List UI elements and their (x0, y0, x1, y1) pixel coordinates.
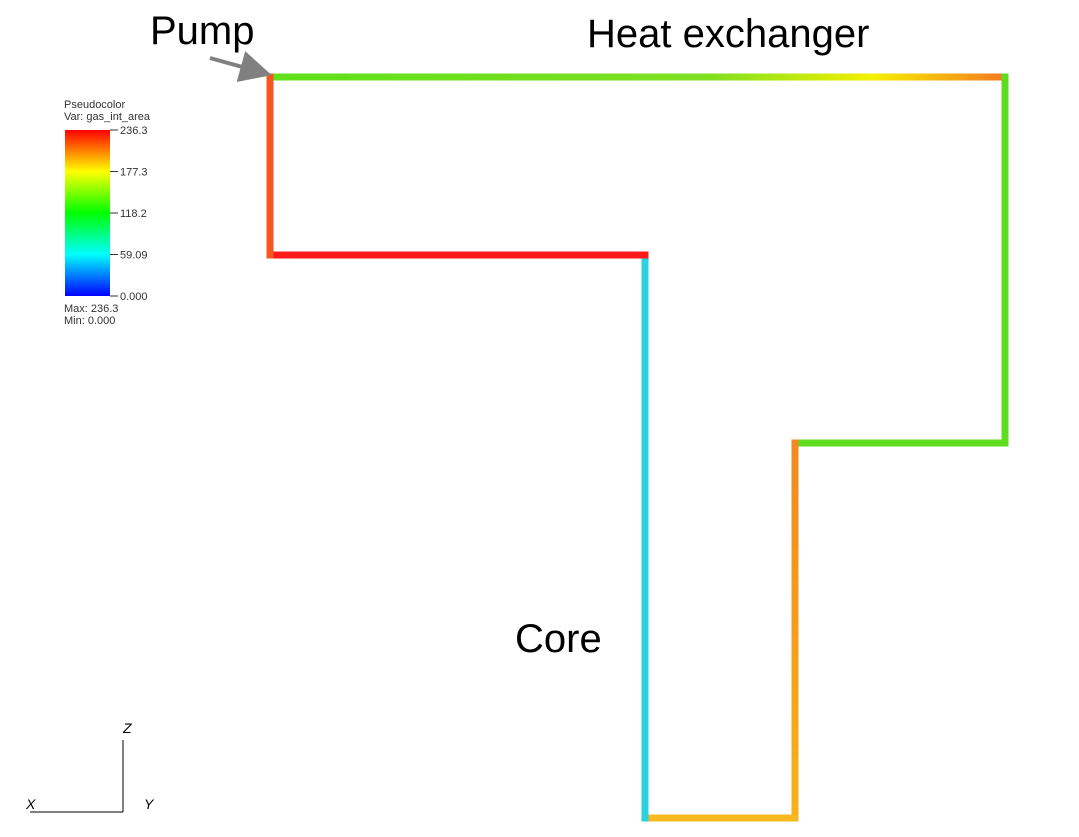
legend-title: Pseudocolor (64, 99, 125, 111)
core-label: Core (515, 617, 602, 661)
legend-tick-label: 177.3 (120, 167, 148, 179)
axis-triad: Z X Y (25, 720, 155, 813)
legend-tick-label: 59.09 (120, 250, 148, 262)
pipe-loop (266, 73, 1009, 822)
legend-min: Min: 0.000 (64, 315, 115, 327)
heat-exchanger-label: Heat exchanger (587, 12, 869, 56)
color-bar (65, 130, 110, 296)
y-label: Y (144, 796, 155, 812)
legend-tick-label: 236.3 (120, 125, 148, 137)
legend-max: Max: 236.3 (64, 303, 118, 315)
z-label: Z (122, 720, 132, 736)
pump-label: Pump (150, 9, 255, 53)
legend-variable: Var: gas_int_area (64, 111, 151, 123)
pump-arrow (209, 51, 272, 82)
legend: Pseudocolor Var: gas_int_area 236.3 177.3… (64, 99, 151, 327)
x-label: X (25, 796, 36, 812)
legend-tick-label: 118.2 (120, 208, 147, 220)
legend-tick-label: 0.000 (120, 291, 148, 303)
